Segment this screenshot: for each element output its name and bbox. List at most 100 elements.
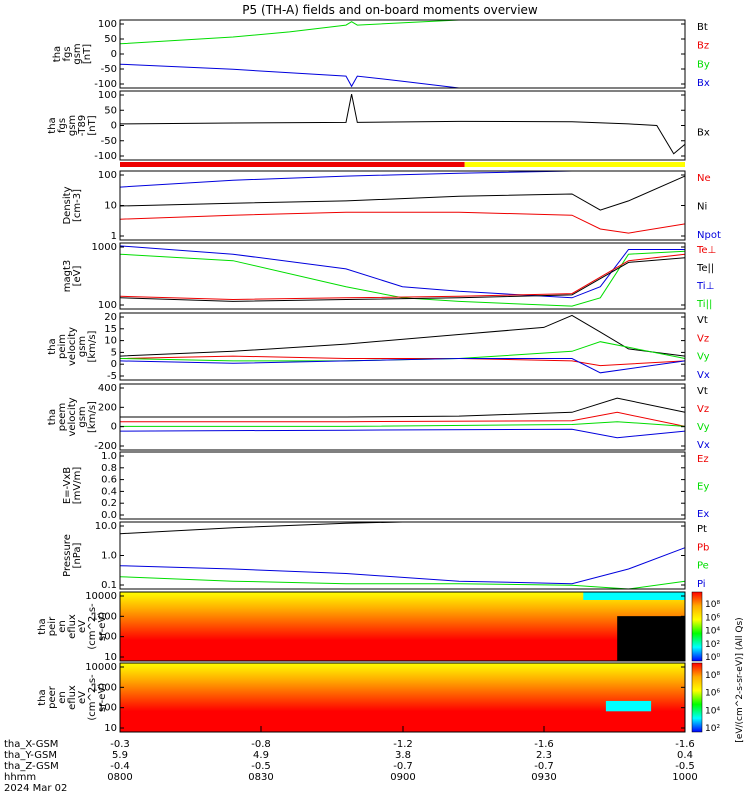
series-line-Bx	[119, 63, 685, 89]
y-tick-label: 20	[104, 312, 117, 323]
x-row-label: tha_Z-GSM	[4, 761, 59, 772]
x-row-label: hhmm	[4, 772, 36, 783]
y-tick-label: 10	[104, 652, 117, 663]
x-row-value: 0830	[248, 772, 273, 783]
spectrogram-high-flux-band	[583, 592, 685, 600]
panel-10: 10⁸ 10⁶ 10⁴ 10² 10000 1000 100 10 tha peer en eflux…	[37, 662, 720, 734]
y-axis-label: [km/s]	[87, 401, 98, 433]
series-line-Vz	[119, 355, 686, 367]
y-tick-label: 100	[98, 632, 117, 643]
y-tick-label: -200	[94, 441, 117, 452]
legend-Vx: Vx	[697, 370, 710, 381]
legend-Pi: Pi	[697, 579, 706, 590]
colorbar: 10⁸ 10⁶ 10⁴ 10² 10⁰	[691, 591, 720, 663]
y-axis-label: sr-eV)	[97, 612, 108, 641]
panel-9: 10⁸ 10⁶ 10⁴ 10² 10⁰ 10000 1000 100 10 tha peir en ef…	[37, 591, 720, 663]
y-tick-label: 1000	[92, 242, 117, 253]
y-tick-label: 50	[104, 105, 117, 116]
y-axis-label: peim	[57, 334, 68, 359]
panel-frame	[119, 451, 686, 520]
y-axis-label: tha	[52, 46, 63, 62]
panel-frame	[119, 90, 686, 161]
x-row-value: 2.3	[536, 750, 552, 761]
legend-Vy: Vy	[697, 422, 710, 433]
y-tick-label: 10	[104, 201, 117, 212]
y-tick-label: 10000	[85, 662, 117, 673]
y-axis-label: peem	[57, 403, 68, 431]
colorbar-tick-label: 10⁰	[705, 653, 720, 663]
x-row-value: -0.7	[534, 761, 554, 772]
series-line-Ti⊥	[119, 245, 685, 299]
y-tick-label: 100	[98, 300, 117, 311]
panel-6: 400 200 0 -200 tha peem velocity gsm [km/s] Vt Vz V…	[47, 383, 710, 452]
spectrogram-field	[120, 663, 685, 732]
legend-By: By	[697, 59, 710, 70]
y-tick-label: -100	[94, 151, 117, 162]
y-tick-label: 200	[98, 402, 117, 413]
legend-Ti||: Ti||	[696, 299, 712, 310]
y-axis-label: gsm	[72, 43, 83, 64]
y-axis-label: tha	[37, 618, 48, 634]
y-tick-label: 0	[111, 49, 117, 60]
colorbar-title: [eV/(cm^2-s-sr-eV)] (All Qs)	[735, 617, 745, 742]
y-axis-label: gsm	[77, 336, 88, 357]
y-tick-label: -100	[94, 79, 117, 90]
y-axis-label: eflux	[67, 685, 78, 710]
colorbar-scale	[691, 591, 703, 662]
panel-8: 10.0 1.0 0.1 Pressure [nPa] Pt Pb Pe Pi	[62, 521, 709, 591]
x-row-value: -1.6	[534, 739, 554, 750]
series-line-Pe	[119, 576, 686, 590]
panel-1: 100 50 0 -50 -100 tha fgs gsm [nT] Bt Bz By Bx	[52, 19, 710, 90]
spectrogram-cyan-patch	[605, 700, 652, 712]
y-axis-label: gsm	[77, 406, 88, 427]
legend-Vx: Vx	[697, 440, 710, 451]
y-tick-label: 0.2	[101, 498, 117, 509]
colorbar-tick-label: 10²	[705, 640, 720, 650]
x-row-value: 1000	[672, 772, 697, 783]
series-line-Vz	[120, 411, 686, 427]
panel-frame	[119, 170, 686, 241]
y-axis-label: [nT]	[87, 115, 98, 135]
panel-frame	[119, 312, 686, 381]
panel-7: 1.00.80.60.40.20.0 E=-VxB [mV/m] Ez Ey Ex	[62, 451, 709, 521]
legend-Pe: Pe	[697, 561, 709, 572]
series-line-Vt	[119, 314, 686, 357]
y-tick-label: 1.0	[101, 551, 117, 562]
y-axis-label: Pressure	[62, 534, 73, 577]
y-tick-label: 0.6	[101, 475, 117, 486]
legend-Vy: Vy	[697, 352, 710, 363]
x-row-value: -0.3	[110, 739, 130, 750]
y-axis-label: [mV/m]	[72, 467, 83, 505]
legend-Ey: Ey	[697, 482, 709, 493]
series-line-Bx	[119, 94, 686, 155]
x-row-value: -1.6	[675, 739, 695, 750]
y-tick-label: 1	[111, 231, 117, 242]
panel-3: 100 10 1 Density [cm-3] Ne Ni Npot	[62, 162, 721, 242]
y-axis-label: gsm	[67, 115, 78, 136]
series-line-Vx	[119, 358, 686, 374]
legend-Npot: Npot	[697, 230, 721, 241]
y-axis-label: fgs	[57, 118, 68, 133]
panel-frame	[119, 383, 686, 451]
series-line-Vt	[120, 397, 686, 418]
legend-Bx: Bx	[697, 128, 710, 139]
y-axis-label: [cm-3]	[72, 189, 83, 222]
y-tick-label: 100	[98, 703, 117, 714]
y-axis-label: [nPa]	[72, 542, 83, 568]
series-line-Pi	[119, 547, 686, 585]
series-line-By	[119, 19, 685, 45]
y-axis-label: tha	[47, 409, 58, 425]
y-axis-label: -T89	[77, 115, 88, 137]
y-tick-label: 100	[98, 19, 117, 30]
y-axis-label: (cm^2-s-	[87, 603, 98, 650]
y-tick-label: 400	[98, 383, 117, 394]
x-row-value: -0.7	[393, 761, 413, 772]
y-tick-label: 100	[98, 170, 117, 181]
y-axis-label: eV	[77, 691, 88, 704]
y-axis-label: tha	[37, 689, 48, 705]
legend-Vz: Vz	[697, 333, 709, 344]
y-tick-label: 5	[111, 347, 117, 358]
y-axis-label: E=-VxB	[62, 467, 73, 504]
y-tick-label: 1000	[92, 611, 117, 622]
